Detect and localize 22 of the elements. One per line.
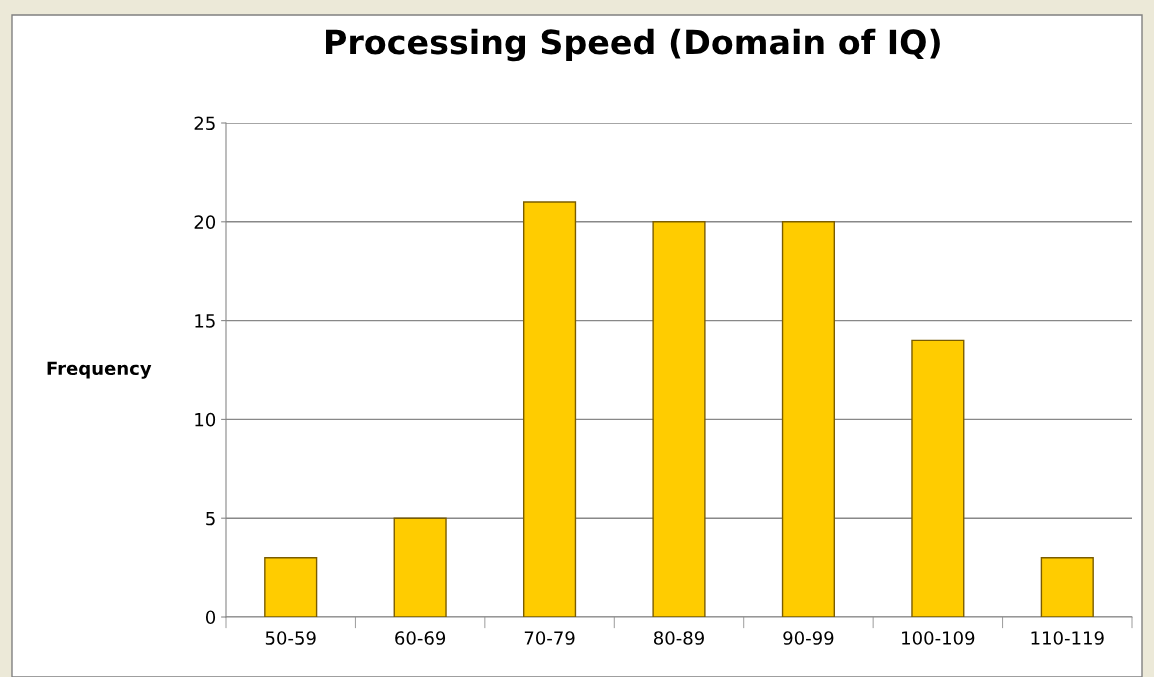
bar <box>652 221 706 617</box>
x-tick-label: 70-79 <box>524 631 575 645</box>
y-tick-label: 10 <box>195 412 216 427</box>
x-tick-label: 60-69 <box>395 631 446 645</box>
x-tick-label: 110-119 <box>1031 631 1104 645</box>
y-tick-label: 25 <box>194 116 215 131</box>
y-tick-label: 5 <box>206 511 215 526</box>
bar <box>781 221 836 617</box>
y-tick-label: 20 <box>194 215 216 229</box>
y-tick-label: 15 <box>195 314 215 328</box>
y-tick-label: 0 <box>205 610 216 625</box>
x-tick-label: 100-109 <box>902 631 975 645</box>
bar <box>1040 557 1094 617</box>
bar <box>522 201 577 617</box>
x-tick-label: 90-99 <box>783 631 834 645</box>
bar <box>264 557 318 617</box>
chart-title: Processing Speed (Domain of IQ) <box>326 28 940 62</box>
x-tick-label: 50-59 <box>265 631 316 645</box>
bar <box>393 517 447 617</box>
x-tick-label: 80-89 <box>653 631 704 645</box>
y-axis-title: Frequency <box>47 361 152 379</box>
bar <box>911 339 965 617</box>
